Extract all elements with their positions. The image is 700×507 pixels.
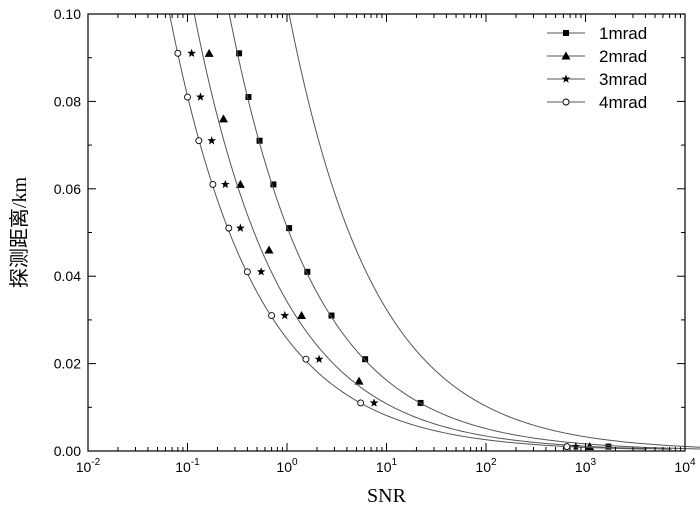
y-axis-title: 探测距离/km	[8, 177, 31, 289]
y-tick-label: 0.06	[54, 181, 81, 197]
y-tick-label: 0.10	[54, 6, 81, 22]
series-line-1mrad	[288, 13, 700, 448]
x-tick-label: 101	[376, 457, 398, 475]
data-point-4mrad	[563, 443, 571, 451]
data-point-3mrad	[236, 223, 245, 232]
data-point-1mrad	[328, 312, 335, 319]
data-point-4mrad	[184, 93, 191, 101]
series-line-3mrad	[193, 13, 672, 450]
data-point-3mrad	[571, 442, 581, 451]
data-point-1mrad	[270, 181, 277, 188]
y-tick-label: 0.00	[54, 443, 81, 459]
x-tick-label: 104	[674, 457, 696, 475]
data-point-3mrad	[256, 267, 266, 276]
x-tick-label: 102	[475, 457, 497, 475]
legend-label: 4mrad	[599, 93, 647, 112]
data-point-2mrad	[297, 311, 307, 320]
data-point-1mrad	[304, 268, 311, 275]
y-tick-label: 0.08	[54, 93, 81, 109]
data-point-4mrad	[174, 49, 182, 57]
legend-label: 3mrad	[599, 70, 647, 89]
x-axis-title: SNR	[367, 485, 407, 507]
series-line-2mrad	[228, 13, 700, 450]
data-point-4mrad	[302, 355, 310, 363]
legend-item-4mrad: 4mrad	[547, 93, 647, 112]
data-point-3mrad	[220, 179, 230, 189]
data-point-2mrad	[218, 114, 228, 123]
legend-label: 2mrad	[599, 47, 647, 66]
data-point-3mrad	[196, 92, 205, 101]
x-tick-label: 103	[575, 457, 597, 475]
data-point-4mrad	[357, 399, 365, 407]
legend-marker	[561, 74, 571, 83]
data-point-3mrad	[280, 310, 290, 320]
data-point-4mrad	[195, 137, 203, 145]
data-point-2mrad	[204, 48, 214, 57]
axes-group: 10-2 10-1 100 101 102 103 104 0.00 0.02 0.04 0.06 0…	[54, 6, 696, 475]
data-point-3mrad	[314, 354, 324, 363]
data-point-1mrad	[362, 356, 369, 363]
legend-item-2mrad: 2mrad	[547, 47, 647, 66]
data-point-2mrad	[264, 245, 274, 254]
plot-frame	[87, 13, 686, 452]
series-line-4mrad	[169, 13, 647, 450]
data-point-3mrad	[187, 48, 196, 58]
data-point-2mrad	[235, 179, 245, 188]
x-tick-label: 10-1	[175, 457, 200, 475]
legend-item-3mrad: 3mrad	[547, 70, 647, 89]
data-point-1mrad	[286, 225, 293, 232]
x-tick-label: 10-2	[76, 457, 101, 475]
data-point-1mrad	[256, 137, 263, 144]
data-point-1mrad	[236, 50, 243, 57]
data-point-1mrad	[605, 443, 612, 450]
y-tick-label: 0.02	[54, 356, 81, 372]
x-tick-label: 100	[276, 457, 298, 475]
data-point-4mrad	[243, 268, 251, 276]
legend-item-1mrad: 1mrad	[547, 24, 647, 43]
data-point-4mrad	[209, 180, 217, 188]
legend: 1mrad 2mrad 3mrad 4mrad	[547, 24, 647, 112]
legend-marker	[562, 98, 570, 106]
legend-label: 1mrad	[599, 24, 647, 43]
data-point-4mrad	[225, 224, 233, 232]
data-point-4mrad	[268, 312, 276, 319]
data-point-3mrad	[369, 398, 379, 407]
data-point-2mrad	[354, 376, 364, 385]
series-group	[169, 13, 700, 451]
legend-marker	[563, 30, 569, 36]
legend-marker	[561, 51, 571, 60]
data-point-1mrad	[245, 94, 252, 101]
y-tick-label: 0.04	[54, 268, 81, 284]
data-point-3mrad	[207, 136, 217, 145]
